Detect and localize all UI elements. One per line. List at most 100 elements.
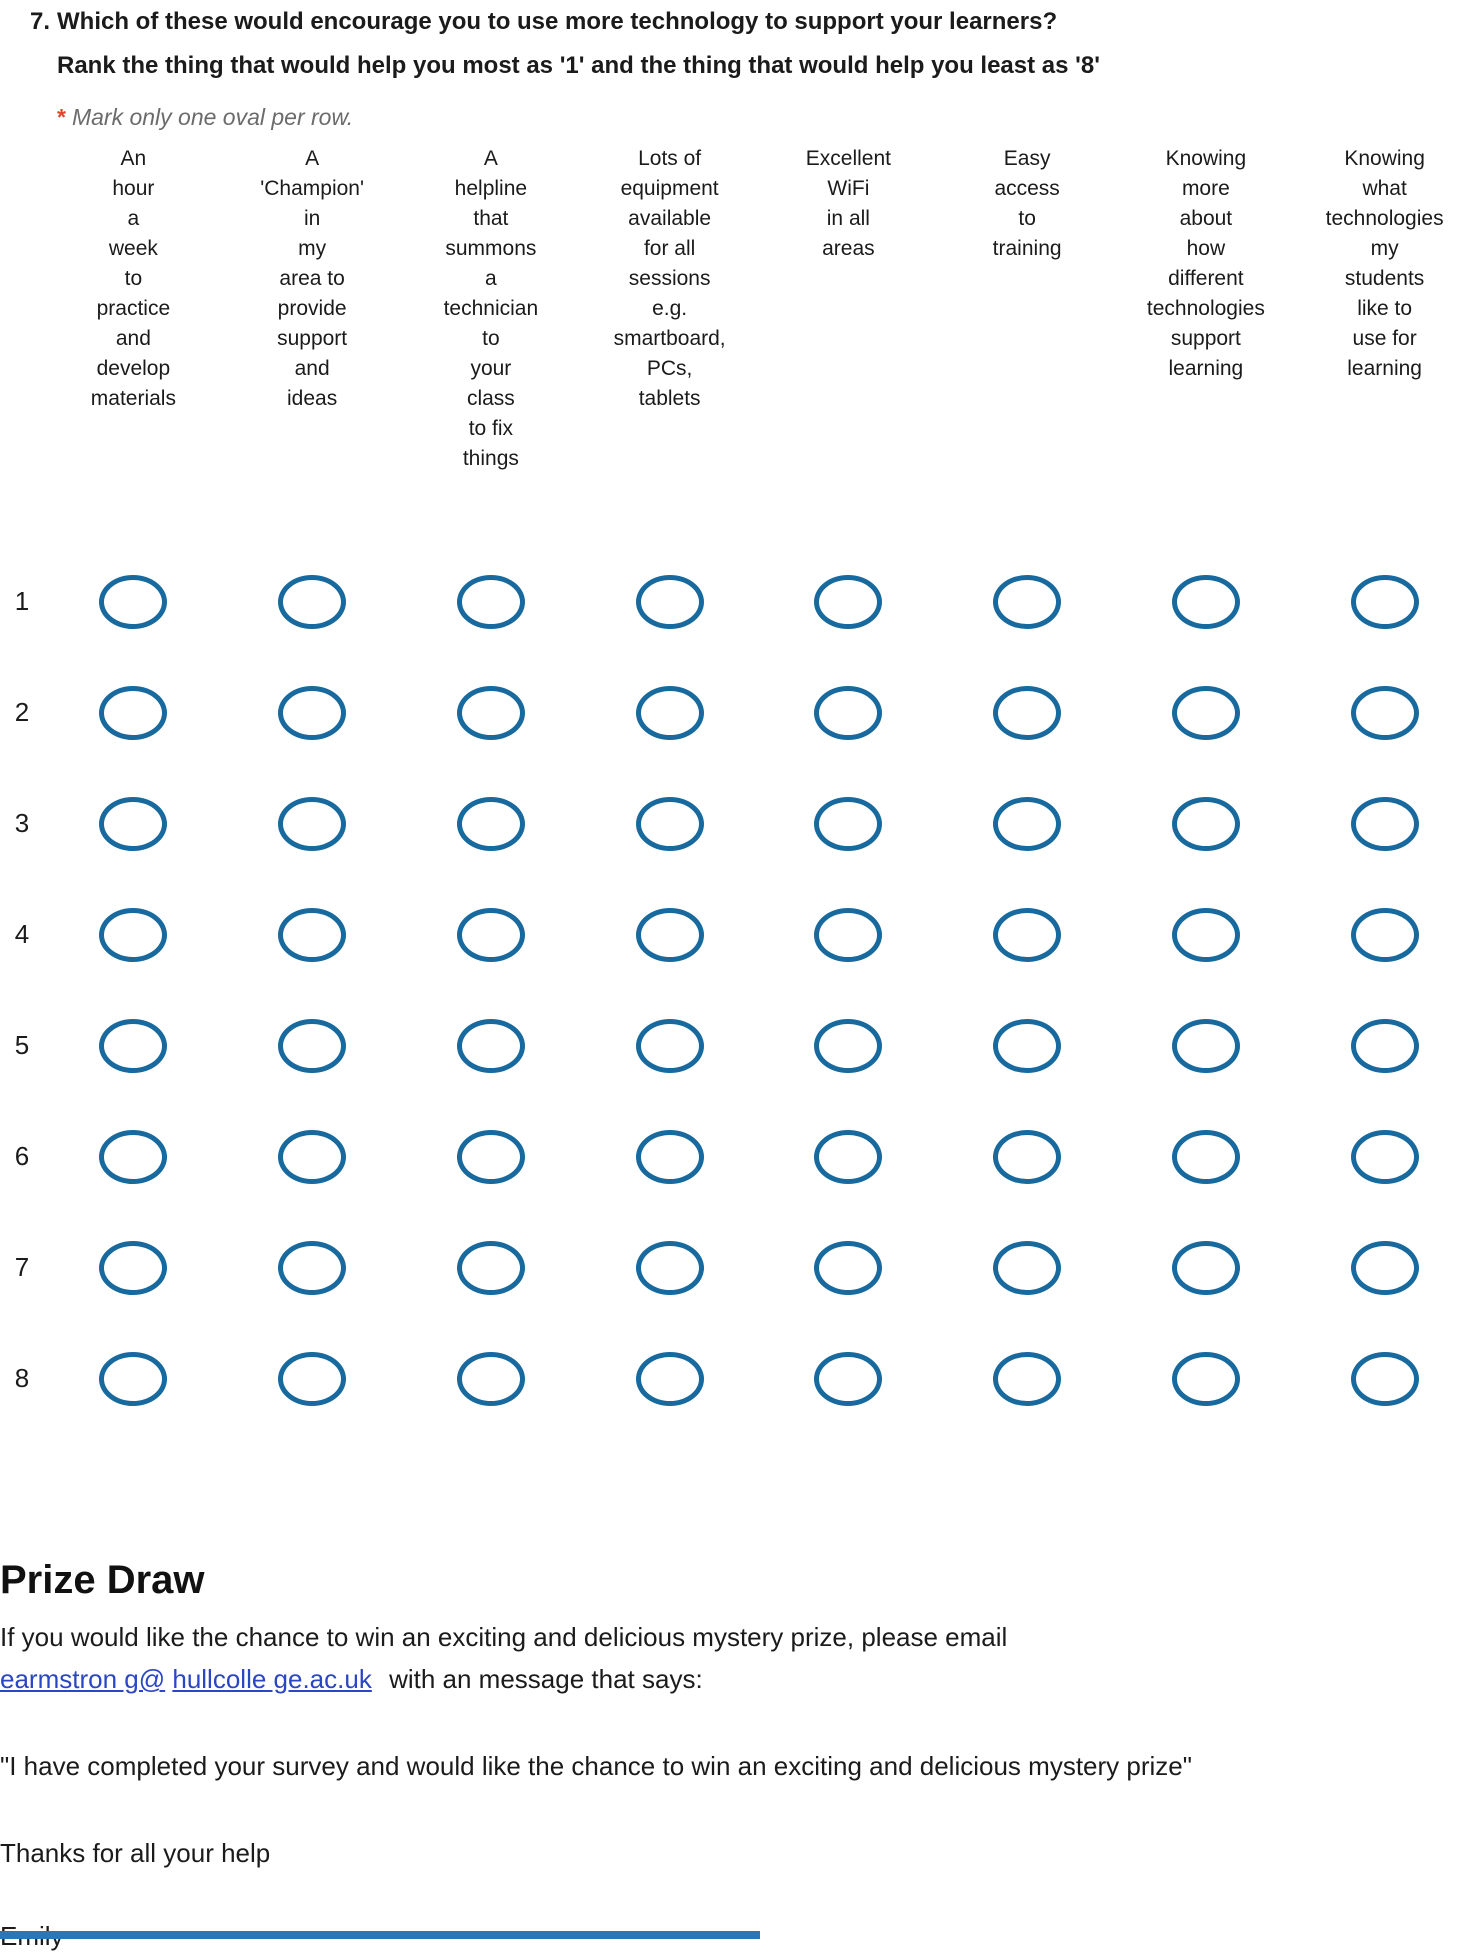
rank-oval-row2-col6[interactable]	[993, 685, 1062, 740]
rank-oval-row7-col6[interactable]	[993, 1240, 1062, 1295]
oval-cell-row1-col2	[223, 574, 402, 629]
oval-cell-row3-col2	[223, 796, 402, 851]
ranking-grid-header: An hour a week to practice and develop m…	[0, 142, 1474, 474]
rank-oval-row1-col2[interactable]	[278, 574, 347, 629]
email-link-part2[interactable]: hullcolle ge.ac.uk	[172, 1664, 372, 1694]
rank-row-2: 2	[0, 657, 1474, 768]
rank-oval-row7-col1[interactable]	[99, 1240, 168, 1295]
rank-oval-row1-col3[interactable]	[456, 574, 525, 629]
rank-oval-row6-col8[interactable]	[1350, 1129, 1419, 1184]
rank-oval-row4-col3[interactable]	[456, 907, 525, 962]
rank-oval-row7-col4[interactable]	[635, 1240, 704, 1295]
rank-oval-row8-col8[interactable]	[1350, 1351, 1419, 1406]
oval-cell-row7-col2	[223, 1240, 402, 1295]
required-asterisk: *	[57, 104, 66, 130]
rank-oval-row5-col1[interactable]	[99, 1018, 168, 1073]
oval-cell-row2-col1	[44, 685, 223, 740]
rank-oval-row5-col2[interactable]	[278, 1018, 347, 1073]
rank-oval-row1-col5[interactable]	[814, 574, 883, 629]
ranking-grid-rows: 1 2 3 4 5 6 7 8	[0, 546, 1474, 1434]
rank-oval-row7-col7[interactable]	[1171, 1240, 1240, 1295]
oval-cell-row7-col3	[402, 1240, 581, 1295]
rank-oval-row7-col2[interactable]	[278, 1240, 347, 1295]
rank-oval-row6-col3[interactable]	[456, 1129, 525, 1184]
oval-cell-row2-col3	[402, 685, 581, 740]
rank-row-7: 7	[0, 1212, 1474, 1323]
rank-oval-row5-col6[interactable]	[993, 1018, 1062, 1073]
rank-oval-row1-col4[interactable]	[635, 574, 704, 629]
rank-oval-row6-col2[interactable]	[278, 1129, 347, 1184]
oval-cell-row3-col4	[580, 796, 759, 851]
row-label-6: 6	[14, 1141, 30, 1171]
rank-oval-row4-col5[interactable]	[814, 907, 883, 962]
rank-row-8: 8	[0, 1323, 1474, 1434]
rank-oval-row4-col2[interactable]	[278, 907, 347, 962]
oval-cell-row8-col1	[44, 1351, 223, 1406]
rank-oval-row8-col7[interactable]	[1171, 1351, 1240, 1406]
rank-oval-row5-col4[interactable]	[635, 1018, 704, 1073]
rank-oval-row5-col8[interactable]	[1350, 1018, 1419, 1073]
oval-cell-row3-col1	[44, 796, 223, 851]
rank-oval-row5-col3[interactable]	[456, 1018, 525, 1073]
row-label-3: 3	[14, 808, 30, 838]
rank-oval-row6-col5[interactable]	[814, 1129, 883, 1184]
rank-oval-row8-col5[interactable]	[814, 1351, 883, 1406]
rank-oval-row4-col8[interactable]	[1350, 907, 1419, 962]
rank-oval-row1-col6[interactable]	[993, 574, 1062, 629]
email-link-part1[interactable]: earmstron g@	[0, 1664, 166, 1694]
oval-cell-row5-col2	[223, 1018, 402, 1073]
prize-quote-text: "I have completed your survey and would …	[0, 1751, 1192, 1781]
thanks-text: Thanks for all your help	[0, 1838, 271, 1868]
rank-oval-row8-col3[interactable]	[456, 1351, 525, 1406]
rank-oval-row3-col8[interactable]	[1350, 796, 1419, 851]
oval-cell-row3-col7	[1117, 796, 1296, 851]
rank-oval-row3-col5[interactable]	[814, 796, 883, 851]
rank-oval-row5-col5[interactable]	[814, 1018, 883, 1073]
oval-cell-row8-col7	[1117, 1351, 1296, 1406]
rank-oval-row8-col2[interactable]	[278, 1351, 347, 1406]
rank-oval-row6-col6[interactable]	[993, 1129, 1062, 1184]
oval-cell-row1-col5	[759, 574, 938, 629]
rank-oval-row3-col7[interactable]	[1171, 796, 1240, 851]
oval-cell-row4-col7	[1117, 907, 1296, 962]
oval-cell-row2-col7	[1117, 685, 1296, 740]
rank-oval-row2-col1[interactable]	[99, 685, 168, 740]
rank-oval-row3-col6[interactable]	[993, 796, 1062, 851]
oval-cell-row2-col5	[759, 685, 938, 740]
rank-oval-row3-col1[interactable]	[99, 796, 168, 851]
rank-oval-row7-col3[interactable]	[456, 1240, 525, 1295]
rank-oval-row3-col4[interactable]	[635, 796, 704, 851]
oval-cell-row6-col8	[1295, 1129, 1474, 1184]
rank-oval-row5-col7[interactable]	[1171, 1018, 1240, 1073]
rank-oval-row8-col4[interactable]	[635, 1351, 704, 1406]
rank-oval-row3-col2[interactable]	[278, 796, 347, 851]
oval-cell-row5-col3	[402, 1018, 581, 1073]
rank-oval-row7-col8[interactable]	[1350, 1240, 1419, 1295]
rank-oval-row4-col7[interactable]	[1171, 907, 1240, 962]
rank-oval-row8-col1[interactable]	[99, 1351, 168, 1406]
rank-oval-row4-col1[interactable]	[99, 907, 168, 962]
rank-oval-row2-col2[interactable]	[278, 685, 347, 740]
rank-oval-row2-col8[interactable]	[1350, 685, 1419, 740]
rank-oval-row2-col5[interactable]	[814, 685, 883, 740]
rank-oval-row8-col6[interactable]	[993, 1351, 1062, 1406]
rank-oval-row2-col4[interactable]	[635, 685, 704, 740]
rank-oval-row1-col1[interactable]	[99, 574, 168, 629]
rank-oval-row7-col5[interactable]	[814, 1240, 883, 1295]
column-header-6: Easy access to training	[992, 147, 1062, 260]
oval-cell-row2-col2	[223, 685, 402, 740]
rank-oval-row6-col7[interactable]	[1171, 1129, 1240, 1184]
rank-oval-row4-col6[interactable]	[993, 907, 1062, 962]
rank-oval-row4-col4[interactable]	[635, 907, 704, 962]
oval-cell-row2-col6	[938, 685, 1117, 740]
rank-oval-row3-col3[interactable]	[456, 796, 525, 851]
row-label-7: 7	[14, 1252, 30, 1282]
rank-oval-row2-col3[interactable]	[456, 685, 525, 740]
rank-oval-row6-col4[interactable]	[635, 1129, 704, 1184]
rank-oval-row6-col1[interactable]	[99, 1129, 168, 1184]
prize-intro-text: If you would like the chance to win an e…	[0, 1622, 1008, 1652]
rank-oval-row2-col7[interactable]	[1171, 685, 1240, 740]
rank-oval-row1-col8[interactable]	[1350, 574, 1419, 629]
rank-oval-row1-col7[interactable]	[1171, 574, 1240, 629]
oval-cell-row8-col4	[580, 1351, 759, 1406]
